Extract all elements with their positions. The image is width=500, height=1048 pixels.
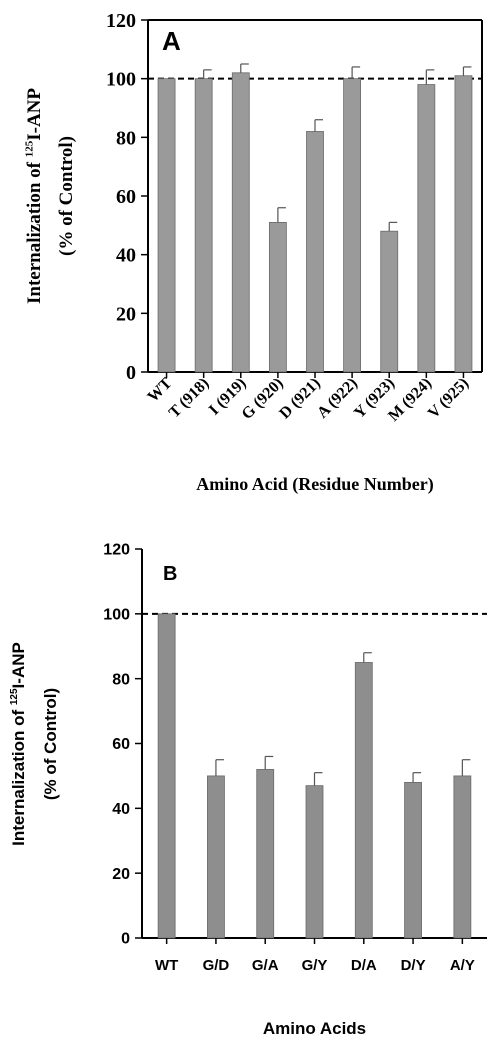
- x-tick-label: WT: [155, 957, 178, 974]
- bar: [256, 769, 275, 939]
- bar: [305, 785, 324, 939]
- x-tick-label: A (922): [314, 375, 361, 422]
- y-tick-label: 20: [116, 303, 136, 325]
- y-tick-label: 40: [116, 245, 136, 267]
- x-tick-label: D/A: [351, 957, 377, 974]
- y-axis-label: Internalization of 125I-ANP: [9, 642, 28, 846]
- x-axis-label: Amino Acids: [263, 1019, 366, 1038]
- panel-label: A: [162, 26, 181, 56]
- y-axis-label-line2: (% of Control): [56, 136, 77, 256]
- bar: [417, 84, 436, 373]
- panel-label: B: [163, 563, 177, 585]
- bar: [231, 72, 250, 373]
- y-tick-label: 60: [112, 736, 130, 753]
- y-tick-label: 0: [121, 931, 130, 948]
- x-tick-label: G/A: [252, 957, 279, 974]
- bar: [453, 775, 472, 939]
- x-tick-label: T (918): [166, 375, 213, 422]
- x-tick-label: D/Y: [401, 957, 426, 974]
- x-tick-label: V (925): [425, 375, 472, 422]
- y-tick-label: 0: [126, 362, 136, 384]
- y-tick-label: 120: [106, 10, 136, 32]
- bar: [354, 662, 373, 939]
- y-tick-label: 100: [106, 69, 136, 91]
- bar: [306, 131, 324, 373]
- bar: [454, 75, 473, 373]
- bar: [157, 613, 176, 939]
- panel-b: 0 20 40 60 80 100 120 WT G/D G/A G/Y D/A D/Y A/Y B Amin…: [9, 542, 487, 1038]
- y-tick-label: 120: [103, 542, 130, 559]
- x-tick-label: D (921): [276, 375, 324, 423]
- x-tick-label: WT: [145, 375, 176, 406]
- bar: [268, 221, 287, 373]
- y-tick-label: 40: [112, 801, 130, 818]
- y-axis-label-line2: (% of Control): [41, 688, 60, 800]
- x-tick-label: A/Y: [450, 957, 475, 974]
- y-tick-label: 20: [112, 866, 130, 883]
- x-tick-label: G/Y: [302, 957, 328, 974]
- bar: [207, 775, 225, 939]
- bar: [194, 78, 213, 373]
- y-tick-label: 80: [116, 127, 136, 149]
- y-axis-label: Internalization of 125I-ANP: [23, 88, 45, 304]
- bar: [157, 78, 176, 373]
- y-tick-label: 100: [103, 606, 130, 623]
- x-axis-label: Amino Acid (Residue Number): [196, 474, 434, 495]
- y-tick-label: 80: [112, 671, 130, 688]
- x-tick-label: G/D: [203, 957, 230, 974]
- y-tick-label: 60: [116, 186, 136, 208]
- bar: [404, 782, 422, 939]
- bar: [343, 78, 362, 373]
- bar: [380, 230, 399, 373]
- x-tick-label: G (920): [239, 375, 287, 423]
